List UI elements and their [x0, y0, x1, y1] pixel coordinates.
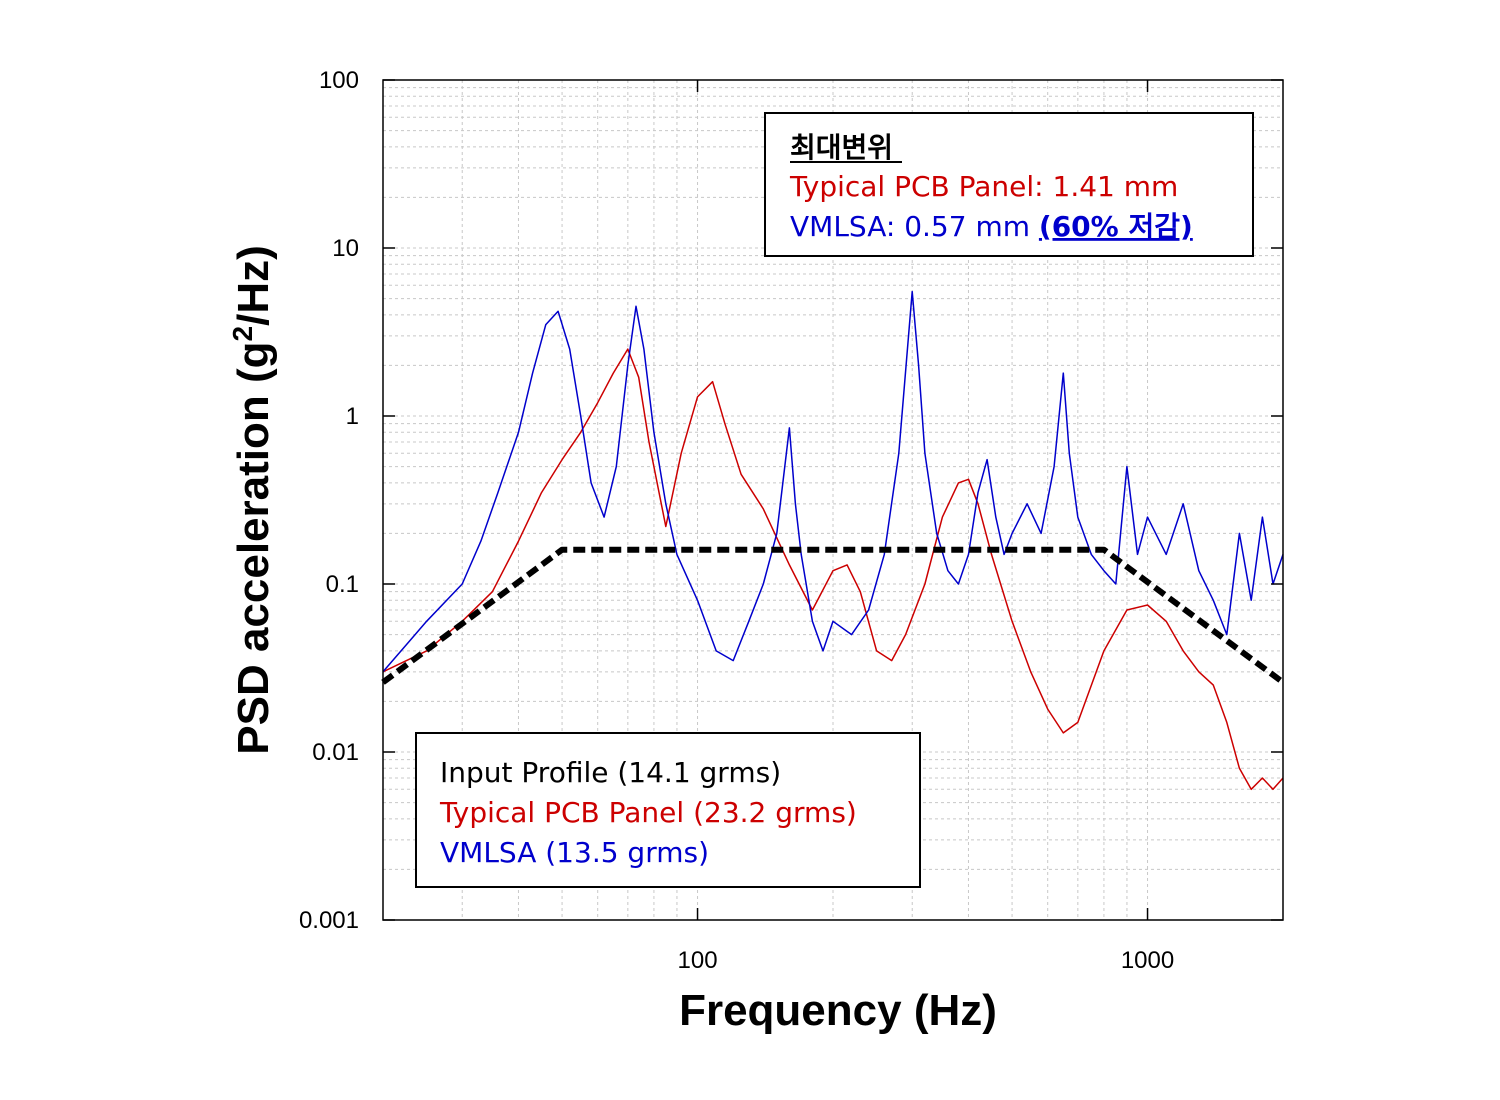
- y-tick-label: 0.1: [326, 571, 359, 598]
- annotation-line-pcb: Typical PCB Panel: 1.41 mm: [789, 170, 1178, 203]
- y-tick-label: 100: [319, 67, 359, 94]
- y-tick-label: 1: [346, 403, 359, 430]
- series-line-input-profile: [381, 546, 1285, 685]
- x-tick-label: 1000: [1121, 947, 1174, 974]
- y-axis-title-tail: /Hz): [229, 245, 278, 326]
- legend-entry-vmlsa: VMLSA (13.5 grms): [440, 836, 709, 869]
- series-lines: [381, 290, 1285, 791]
- annotation-reduction: (60% 저감): [1039, 210, 1193, 243]
- annotation-line-vmlsa: VMLSA: 0.57 mm (60% 저감): [790, 210, 1193, 243]
- annotation-frame: [764, 112, 1254, 257]
- series-line-vmlsa: [382, 290, 1284, 673]
- series-line-pcb-panel: [382, 348, 1284, 791]
- x-axis-title: Frequency (Hz): [679, 986, 997, 1035]
- x-tick-label: 100: [678, 947, 718, 974]
- annotation-heading: 최대변위: [790, 131, 893, 164]
- annotation-box: 최대변위 Typical PCB Panel: 1.41 mm VMLSA: 0…: [764, 112, 1254, 257]
- y-tick-label: 0.001: [299, 907, 359, 934]
- y-axis-title: PSD acceleration (g2/Hz): [227, 245, 278, 755]
- y-axis-title-superscript: 2: [227, 326, 258, 342]
- y-tick-label: 0.01: [312, 739, 359, 766]
- legend: Input Profile (14.1 grms) Typical PCB Pa…: [415, 732, 921, 888]
- axis-ticks: 0.001 0.01 0.1 1 10 100 100 1000: [299, 67, 1283, 974]
- plot-frame: [382, 79, 1284, 921]
- y-tick-label: 10: [332, 235, 359, 262]
- legend-entry-pcb-panel: Typical PCB Panel (23.2 grms): [439, 796, 857, 829]
- legend-frame: [415, 732, 921, 888]
- legend-entry-input-profile: Input Profile (14.1 grms): [440, 756, 781, 789]
